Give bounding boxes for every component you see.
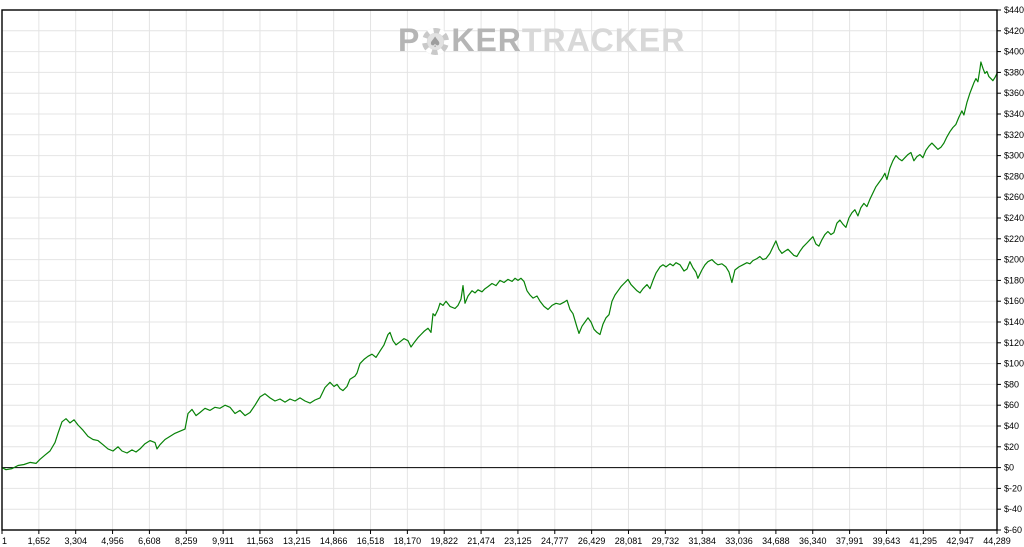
x-axis-label: 14,866	[320, 536, 348, 546]
x-axis-label: 29,732	[652, 536, 680, 546]
x-axis-label: 19,822	[430, 536, 458, 546]
x-axis-label: 37,991	[836, 536, 864, 546]
x-axis-label: 42,947	[946, 536, 974, 546]
x-axis-label: 13,215	[283, 536, 311, 546]
plot-border	[1, 9, 998, 531]
x-axis-label: 11,563	[247, 536, 274, 546]
x-axis-label: 41,295	[910, 536, 938, 546]
x-axis-label: 26,429	[578, 536, 606, 546]
y-axis-label: $60	[1004, 400, 1019, 410]
y-axis-label: $420	[1004, 26, 1024, 36]
y-axis-label: $240	[1004, 213, 1024, 223]
x-axis-label: 16,518	[357, 536, 385, 546]
x-axis-label: 8,259	[175, 536, 198, 546]
y-axis-label: $280	[1004, 171, 1024, 181]
y-axis-label: $400	[1004, 47, 1024, 57]
x-axis-label: 39,643	[873, 536, 901, 546]
x-axis-label: 4,956	[101, 536, 124, 546]
y-axis-label: $220	[1004, 234, 1024, 244]
y-axis-label: $0	[1004, 463, 1014, 473]
y-axis-label: $140	[1004, 317, 1024, 327]
y-axis-label: $20	[1004, 442, 1019, 452]
x-axis-label: 1	[2, 536, 7, 546]
y-axis-label: $40	[1004, 421, 1019, 431]
y-axis-label: $80	[1004, 379, 1019, 389]
x-axis-label: 31,384	[688, 536, 716, 546]
x-axis-label: 44,289	[983, 536, 1011, 546]
y-axis-label: $-40	[1004, 504, 1022, 514]
y-axis-label: $320	[1004, 130, 1024, 140]
x-axis-label: 3,304	[64, 536, 87, 546]
y-axis-label: $440	[1004, 5, 1024, 15]
x-axis-label: 34,688	[762, 536, 790, 546]
x-axis-label: 23,125	[504, 536, 532, 546]
y-axis-label: $260	[1004, 192, 1024, 202]
y-axis-label: $160	[1004, 296, 1024, 306]
x-axis-label: 33,036	[725, 536, 753, 546]
y-axis-label: $180	[1004, 275, 1024, 285]
y-axis-label: $-60	[1004, 525, 1022, 535]
y-axis-label: $100	[1004, 359, 1024, 369]
y-axis-label: $340	[1004, 109, 1024, 119]
x-axis-label: 24,777	[541, 536, 569, 546]
y-axis-label: $300	[1004, 151, 1024, 161]
x-axis-label: 1,652	[28, 536, 51, 546]
y-axis-label: $200	[1004, 255, 1024, 265]
x-axis-label: 6,608	[138, 536, 161, 546]
x-axis-label: 28,081	[615, 536, 643, 546]
y-axis-label: $360	[1004, 88, 1024, 98]
y-axis-label: $380	[1004, 67, 1024, 77]
y-axis-label: $120	[1004, 338, 1024, 348]
x-axis-label: 21,474	[467, 536, 495, 546]
x-axis-label: 36,340	[799, 536, 827, 546]
x-axis-label: 9,911	[212, 536, 234, 546]
x-axis-label: 18,170	[394, 536, 422, 546]
winnings-line	[1, 61, 998, 471]
y-axis-label: $-20	[1004, 483, 1022, 493]
